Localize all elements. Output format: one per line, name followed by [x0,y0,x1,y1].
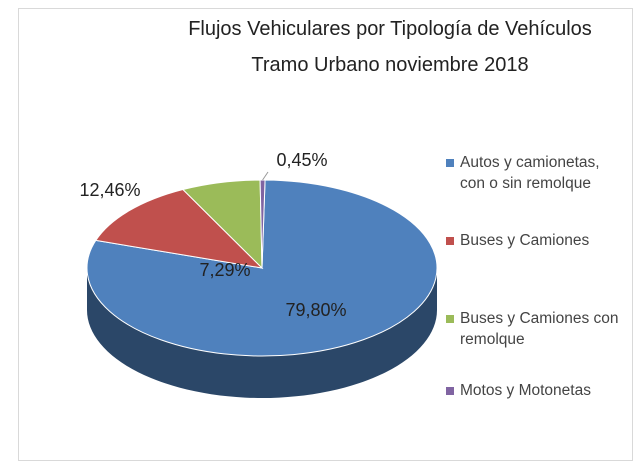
legend-label: Buses y Camiones con remolque [460,310,619,348]
leader-line [262,171,269,181]
slice-side [87,268,437,398]
legend-swatch [446,237,454,245]
data-label: 12,46% [79,180,140,200]
slice [94,188,264,269]
legend-label: Autos y camionetas, con o sin remolque [460,154,600,192]
data-label: 0,45% [276,150,327,170]
legend-entry: Autos y camionetas, con o sin remolque [446,152,620,194]
legend-swatch [446,159,454,167]
legend-swatch [446,387,454,395]
legend-label: Motos y Motonetas [460,382,591,399]
data-label: 79,80% [285,300,346,320]
legend-swatch [446,315,454,323]
chart-subtitle: Tramo Urbano noviembre 2018 [251,54,529,76]
chart-title: Flujos Vehiculares por Tipología de Vehí… [188,18,592,40]
legend-entry: Buses y Camiones con remolque [446,308,620,350]
data-label: 7,29% [199,260,250,280]
legend-label: Buses y Camiones [460,232,590,249]
legend-entry: Buses y Camiones [446,230,620,251]
legend-entry: Motos y Motonetas [446,380,620,401]
